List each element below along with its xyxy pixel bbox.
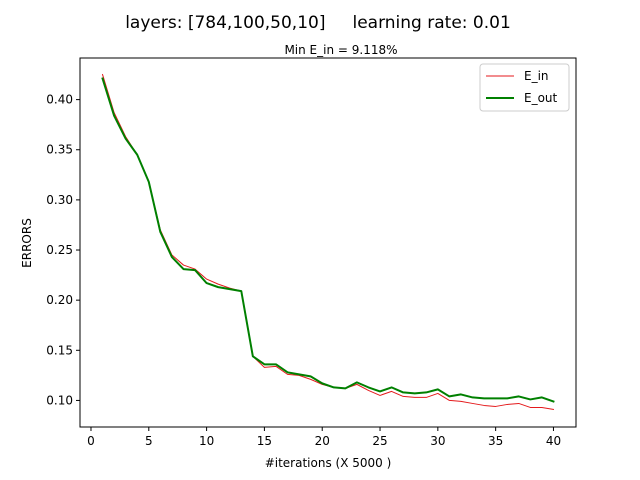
y-axis: 0.10 0.15 0.20 0.25 0.30 0.35 0.40	[46, 93, 80, 407]
y-tick-label: 0.40	[46, 93, 73, 107]
legend-label-e-out: E_out	[524, 91, 558, 105]
y-tick-label: 0.10	[46, 393, 73, 407]
x-axis: 0 5 10 15 20 25 30 35 40	[87, 427, 561, 448]
x-tick-label: 25	[372, 434, 387, 448]
series-layer	[101, 73, 555, 411]
x-tick-label: 40	[546, 434, 561, 448]
x-tick-label: 30	[430, 434, 445, 448]
x-tick-label: 10	[199, 434, 214, 448]
x-tick-label: 20	[315, 434, 330, 448]
x-tick-label: 15	[257, 434, 272, 448]
x-tick-label: 35	[488, 434, 503, 448]
figure-suptitle: layers: [784,100,50,10] learning rate: 0…	[125, 13, 511, 33]
series-line-e-out	[101, 77, 555, 403]
y-tick-label: 0.25	[46, 243, 73, 257]
axes-frame	[79, 57, 577, 428]
x-tick-label: 5	[145, 434, 153, 448]
y-tick-label: 0.15	[46, 343, 73, 357]
y-axis-label: ERRORS	[20, 218, 34, 268]
series-line-e-in	[101, 73, 555, 411]
x-tick-label: 0	[87, 434, 95, 448]
y-tick-label: 0.35	[46, 143, 73, 157]
plot-area: 0 5 10 15 20 25 30 35 40 0.10 0.15 0.20 0.25 0.30 0.3…	[46, 57, 577, 448]
x-axis-label: #iterations (X 5000 )	[265, 456, 392, 470]
y-tick-label: 0.20	[46, 293, 73, 307]
legend-label-e-in: E_in	[524, 69, 549, 83]
y-tick-label: 0.30	[46, 193, 73, 207]
chart-title: Min E_in = 9.118%	[284, 43, 397, 57]
legend: E_in E_out	[479, 63, 570, 112]
